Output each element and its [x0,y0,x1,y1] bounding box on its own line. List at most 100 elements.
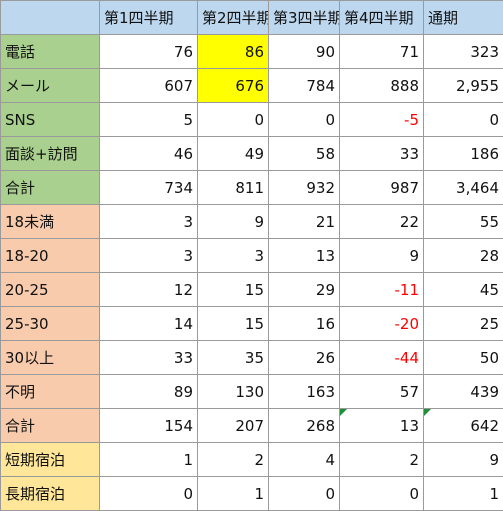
cell-q4[interactable]: 888 [340,69,424,103]
cell-full-year[interactable]: 1 [424,477,503,511]
cell-q4[interactable]: -20 [340,307,424,341]
header-q4[interactable]: 第4四半期 [340,1,424,35]
cell-q1[interactable]: 3 [100,205,198,239]
cell-q4[interactable]: 71 [340,35,424,69]
cell-q4[interactable]: 33 [340,137,424,171]
row-label[interactable]: 18-20 [1,239,100,273]
row-label[interactable]: 25-30 [1,307,100,341]
cell-q3[interactable]: 13 [269,239,340,273]
cell-q4[interactable]: 13 [340,409,424,443]
cell-q4[interactable]: 2 [340,443,424,477]
cell-full-year[interactable]: 55 [424,205,503,239]
cell-q2[interactable]: 130 [198,375,269,409]
cell-q2[interactable]: 15 [198,273,269,307]
cell-q3[interactable]: 0 [269,103,340,137]
cell-q4[interactable]: 57 [340,375,424,409]
cell-full-year[interactable]: 323 [424,35,503,69]
cell-q2[interactable]: 35 [198,341,269,375]
cell-q2[interactable]: 15 [198,307,269,341]
cell-q3[interactable]: 932 [269,171,340,205]
cell-q3[interactable]: 4 [269,443,340,477]
row-label[interactable]: 20-25 [1,273,100,307]
cell-full-year[interactable]: 50 [424,341,503,375]
row-label[interactable]: 面談+訪問 [1,137,100,171]
cell-full-year[interactable]: 3,464 [424,171,503,205]
cell-full-year[interactable]: 25 [424,307,503,341]
cell-full-year[interactable]: 439 [424,375,503,409]
cell-q3[interactable]: 58 [269,137,340,171]
header-q1[interactable]: 第1四半期 [100,1,198,35]
cell-q2[interactable]: 676 [198,69,269,103]
cell-full-year[interactable]: 9 [424,443,503,477]
header-full-year[interactable]: 通期 [424,1,503,35]
cell-q4[interactable]: -44 [340,341,424,375]
cell-q3[interactable]: 26 [269,341,340,375]
cell-q2[interactable]: 0 [198,103,269,137]
cell-full-year[interactable]: 186 [424,137,503,171]
cell-q2[interactable]: 2 [198,443,269,477]
cell-q2[interactable]: 49 [198,137,269,171]
cell-q2[interactable]: 811 [198,171,269,205]
row-label[interactable]: 電話 [1,35,100,69]
cell-q2[interactable]: 207 [198,409,269,443]
row-label[interactable]: SNS [1,103,100,137]
row-label[interactable]: 30以上 [1,341,100,375]
cell-q2[interactable]: 86 [198,35,269,69]
cell-q4[interactable]: -11 [340,273,424,307]
row-label[interactable]: 長期宿泊 [1,477,100,511]
cell-q3[interactable]: 784 [269,69,340,103]
cell-q1[interactable]: 12 [100,273,198,307]
cell-q2[interactable]: 9 [198,205,269,239]
cell-q2[interactable]: 1 [198,477,269,511]
cell-q3[interactable]: 16 [269,307,340,341]
cell-q3[interactable]: 0 [269,477,340,511]
cell-q2[interactable]: 3 [198,239,269,273]
cell-q3[interactable]: 163 [269,375,340,409]
cell-q1[interactable]: 89 [100,375,198,409]
row-label[interactable]: 合計 [1,409,100,443]
header-q2[interactable]: 第2四半期 [198,1,269,35]
row-label[interactable]: メール [1,69,100,103]
cell-q3[interactable]: 29 [269,273,340,307]
cell-full-year[interactable]: 45 [424,273,503,307]
cell-q4[interactable]: 9 [340,239,424,273]
cell-q1[interactable]: 76 [100,35,198,69]
cell-q3[interactable]: 21 [269,205,340,239]
cell-q3[interactable]: 90 [269,35,340,69]
cell-q4[interactable]: -5 [340,103,424,137]
cell-q1[interactable]: 5 [100,103,198,137]
row-label[interactable]: 合計 [1,171,100,205]
cell-q4[interactable]: 987 [340,171,424,205]
cell-q1[interactable]: 14 [100,307,198,341]
cell-q1[interactable]: 1 [100,443,198,477]
cell-q1[interactable]: 154 [100,409,198,443]
cell-q1[interactable]: 0 [100,477,198,511]
cell-full-year[interactable]: 28 [424,239,503,273]
cell-q1[interactable]: 607 [100,69,198,103]
cell-full-year[interactable]: 642 [424,409,503,443]
row-label[interactable]: 18未満 [1,205,100,239]
row-label[interactable]: 不明 [1,375,100,409]
cell-q1[interactable]: 46 [100,137,198,171]
cell-q1[interactable]: 3 [100,239,198,273]
row-label[interactable]: 短期宿泊 [1,443,100,477]
cell-full-year[interactable]: 0 [424,103,503,137]
cell-q1[interactable]: 734 [100,171,198,205]
cell-full-year[interactable]: 2,955 [424,69,503,103]
cell-q4[interactable]: 22 [340,205,424,239]
cell-q1[interactable]: 33 [100,341,198,375]
corner-cell[interactable] [1,1,100,35]
cell-q3[interactable]: 268 [269,409,340,443]
header-row: 第1四半期 第2四半期 第3四半期 第4四半期 通期 [1,1,503,35]
header-q3[interactable]: 第3四半期 [269,1,340,35]
cell-q4[interactable]: 0 [340,477,424,511]
